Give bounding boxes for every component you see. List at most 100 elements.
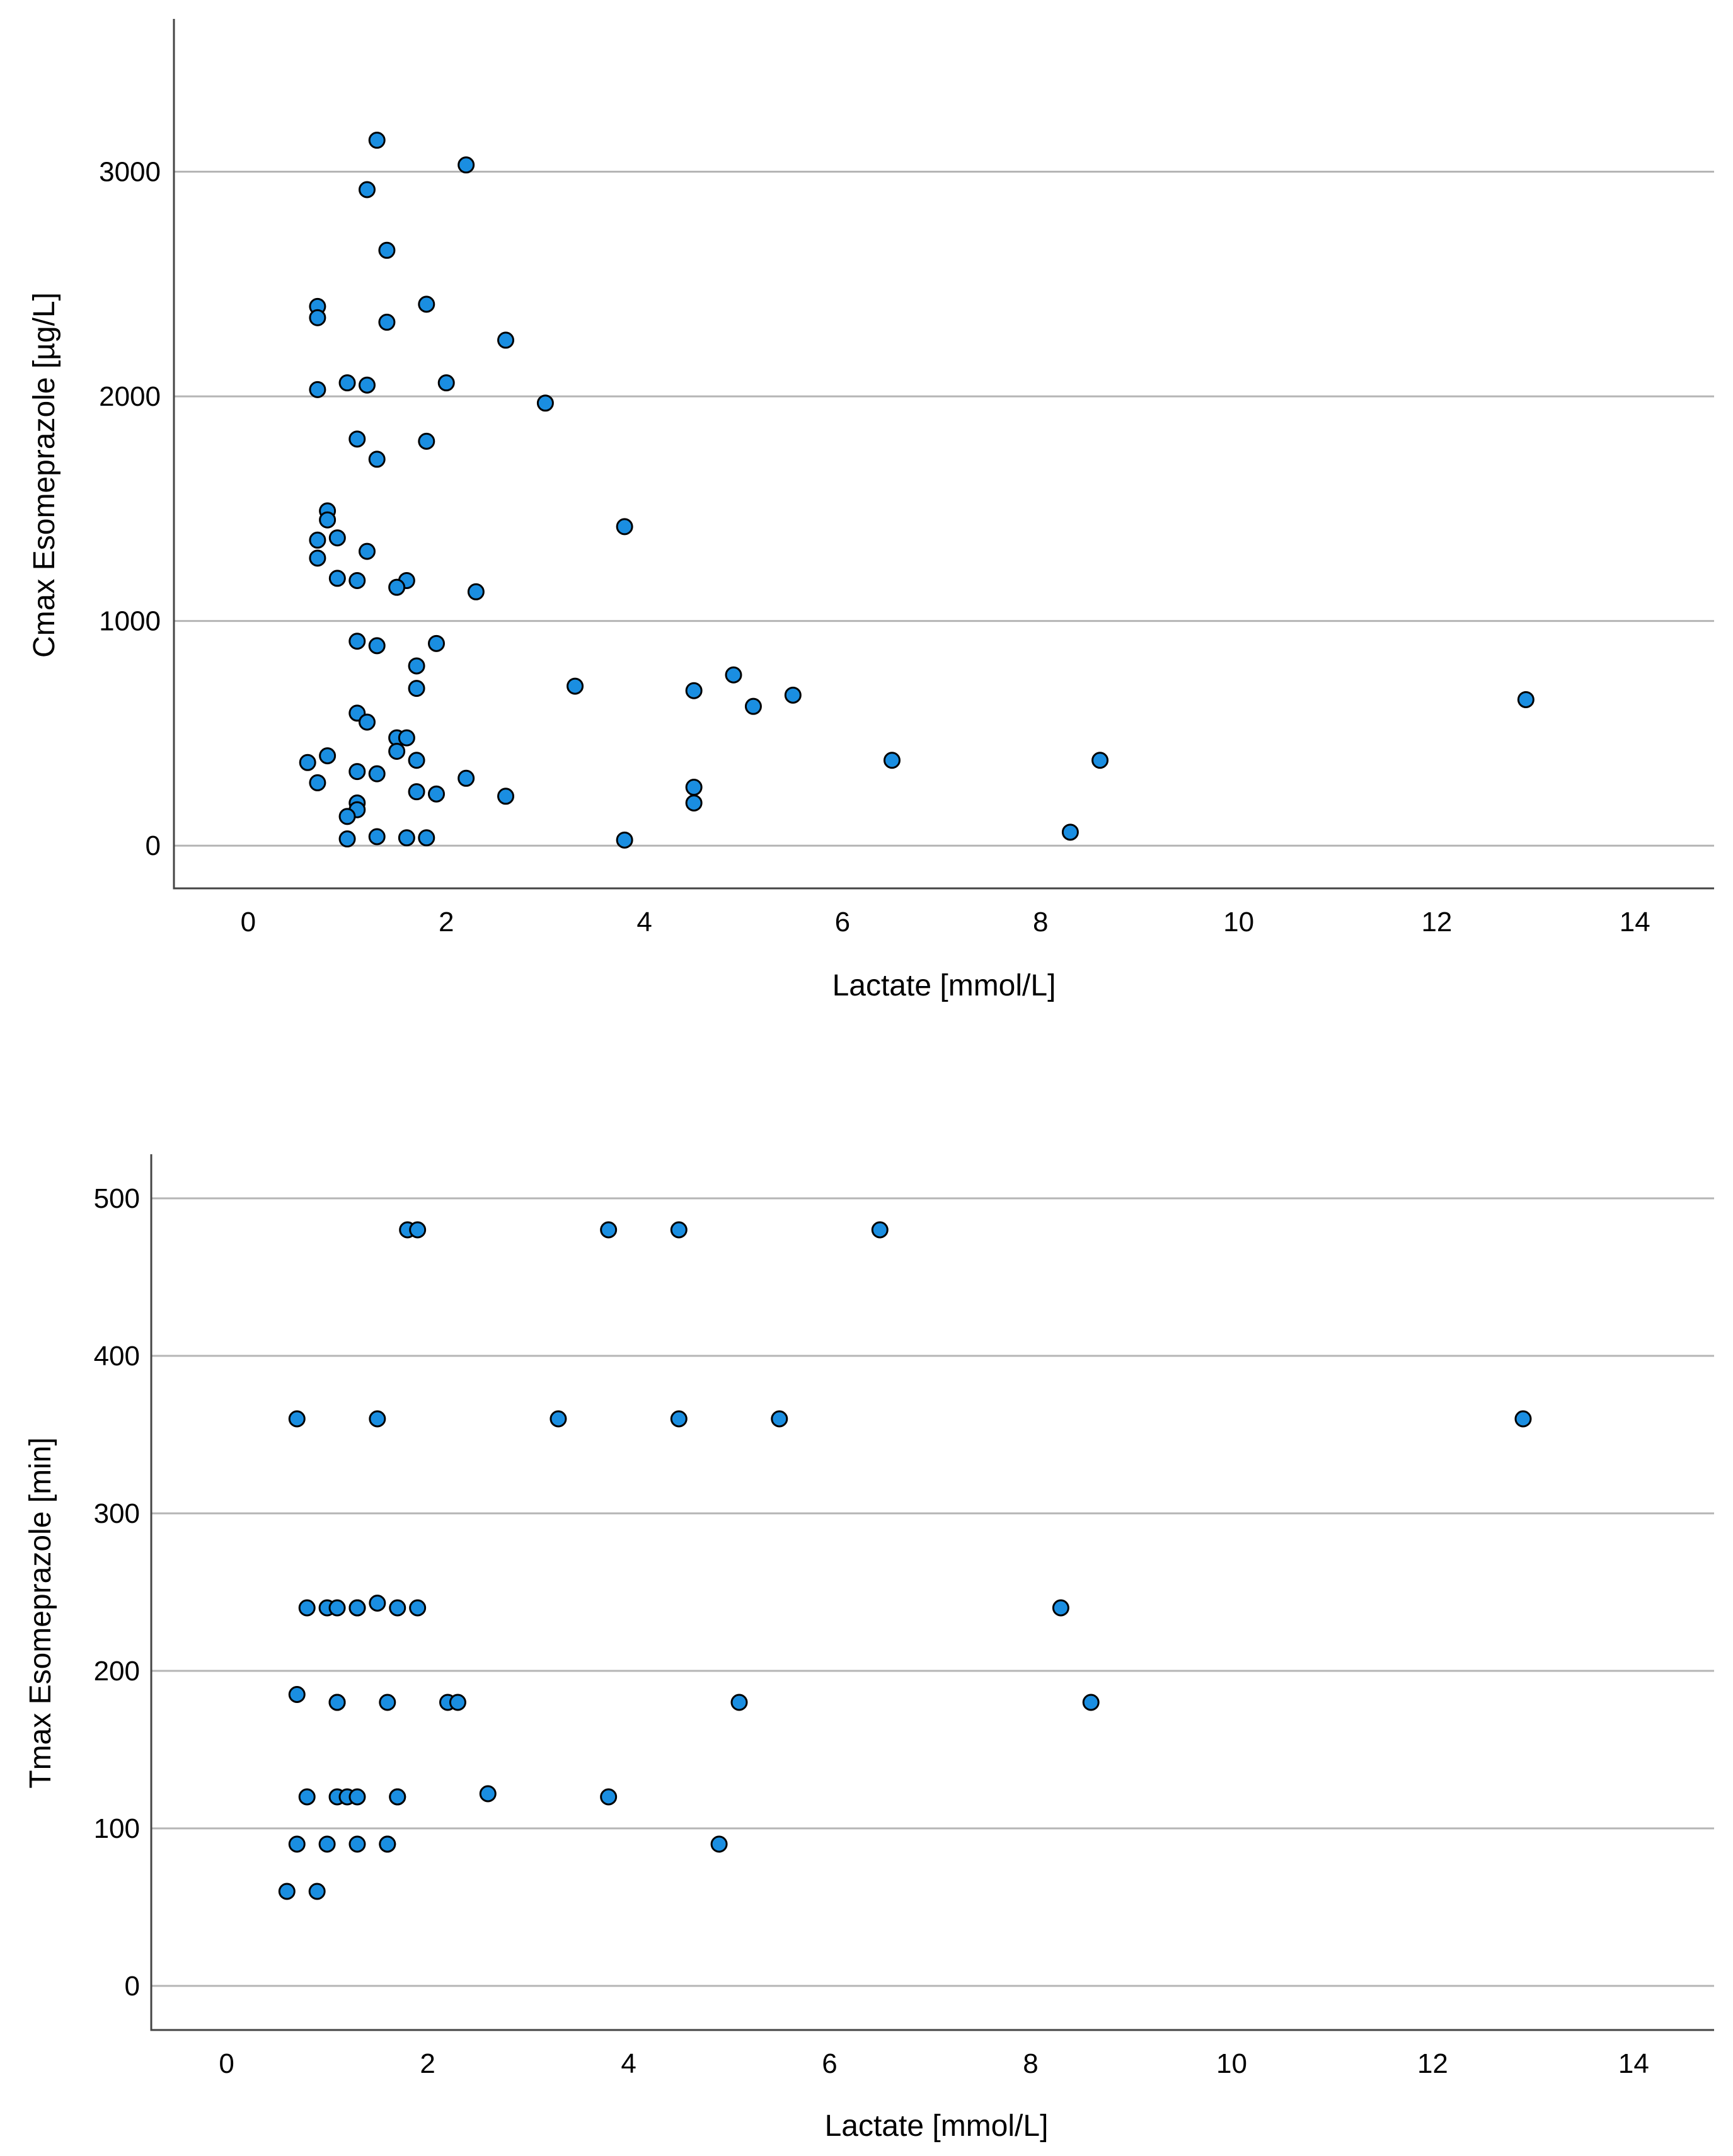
cmax-data-point <box>685 794 703 811</box>
cmax-y-tick-label: 2000 <box>99 381 161 412</box>
cmax-x-tick-label: 4 <box>636 907 652 938</box>
tmax-data-point <box>600 1221 618 1239</box>
tmax-x-tick-label: 14 <box>1618 2048 1649 2079</box>
cmax-data-point <box>368 828 386 846</box>
cmax-data-point <box>338 808 356 825</box>
cmax-data-point <box>418 829 435 847</box>
cmax-data-point <box>319 511 337 529</box>
cmax-data-point <box>338 830 356 848</box>
cmax-data-point <box>358 542 376 560</box>
cmax-x-tick-label: 8 <box>1033 907 1048 938</box>
tmax-data-point <box>389 1599 406 1617</box>
tmax-data-point <box>670 1410 688 1428</box>
tmax-x-tick-label: 12 <box>1417 2048 1448 2079</box>
cmax-data-point <box>458 156 475 174</box>
tmax-data-point <box>318 1835 336 1853</box>
cmax-data-point <box>408 783 425 801</box>
cmax-data-point <box>497 331 515 349</box>
cmax-data-point <box>428 785 446 803</box>
tmax-x-tick-label: 0 <box>219 2048 234 2079</box>
cmax-data-point <box>358 713 376 731</box>
cmax-y-tick-label: 0 <box>146 830 161 861</box>
tmax-data-point <box>298 1599 316 1617</box>
tmax-data-point <box>670 1221 688 1239</box>
tmax-data-point <box>379 1694 396 1711</box>
cmax-y-tick-label: 1000 <box>99 606 161 637</box>
cmax-data-point <box>378 313 396 331</box>
cmax-data-point <box>536 394 554 412</box>
cmax-data-point <box>428 634 446 652</box>
tmax-data-point <box>328 1599 346 1617</box>
tmax-axis-frame <box>150 1154 1714 2031</box>
cmax-data-point <box>368 450 386 468</box>
cmax-x-tick-label: 12 <box>1421 907 1452 938</box>
cmax-data-point <box>408 680 425 697</box>
tmax-data-point <box>730 1694 748 1711</box>
cmax-data-point <box>388 578 406 596</box>
cmax-data-point <box>467 583 485 600</box>
tmax-data-point <box>449 1694 466 1711</box>
cmax-data-point <box>437 374 455 392</box>
cmax-data-point <box>338 374 356 392</box>
tmax-data-point <box>288 1686 306 1703</box>
tmax-data-point <box>278 1883 296 1900</box>
cmax-data-point <box>497 788 515 805</box>
tmax-data-point <box>288 1835 306 1853</box>
tmax-x-tick-label: 8 <box>1023 2048 1038 2079</box>
cmax-data-point <box>398 729 415 747</box>
tmax-y-tick-label: 100 <box>94 1813 140 1844</box>
cmax-data-point <box>309 549 326 567</box>
tmax-data-point <box>710 1835 728 1853</box>
cmax-data-point <box>883 752 901 769</box>
tmax-y-tick-label: 300 <box>94 1498 140 1529</box>
tmax-data-point <box>348 1835 366 1853</box>
tmax-y-tick-label: 400 <box>94 1341 140 1372</box>
cmax-x-tick-label: 14 <box>1620 907 1650 938</box>
cmax-data-point <box>348 571 366 589</box>
tmax-data-point <box>409 1221 427 1239</box>
cmax-data-point <box>744 697 762 715</box>
cmax-data-point <box>1517 691 1534 708</box>
cmax-x-axis-title: Lactate [mmol/L] <box>832 969 1056 1002</box>
tmax-data-point <box>328 1694 346 1711</box>
cmax-data-point <box>368 637 386 655</box>
tmax-data-point <box>379 1835 396 1853</box>
tmax-x-axis-title: Lactate [mmol/L] <box>825 2109 1049 2143</box>
cmax-data-point <box>418 295 435 313</box>
cmax-data-point <box>328 570 346 587</box>
cmax-scatter-chart: 0 1000 2000 3000 0 2 4 6 8 10 12 14 Lactate [mmol/L… <box>28 19 1714 1002</box>
tmax-data-point <box>1514 1410 1532 1428</box>
cmax-data-point <box>616 831 633 849</box>
tmax-x-tick-label: 2 <box>420 2048 435 2079</box>
cmax-data-point <box>328 529 346 547</box>
cmax-data-point <box>616 518 633 536</box>
cmax-data-point <box>348 633 366 650</box>
cmax-x-tick-label: 6 <box>835 907 850 938</box>
cmax-data-point <box>309 531 326 549</box>
cmax-data-point <box>458 769 475 787</box>
tmax-data-point <box>1052 1599 1069 1617</box>
cmax-y-axis-title: Cmax Esomeprazole [µg/L] <box>28 292 61 658</box>
tmax-data-point <box>1082 1694 1100 1711</box>
cmax-data-point <box>685 779 703 796</box>
tmax-data-point <box>871 1221 889 1239</box>
cmax-data-point <box>567 677 584 695</box>
tmax-data-point <box>288 1410 306 1428</box>
cmax-data-point <box>725 666 742 684</box>
tmax-data-point <box>409 1599 427 1617</box>
tmax-x-tick-label: 6 <box>822 2048 837 2079</box>
cmax-data-point <box>309 774 326 791</box>
tmax-data-point <box>348 1788 366 1806</box>
tmax-data-point <box>369 1410 386 1428</box>
cmax-data-point <box>368 765 386 783</box>
cmax-data-point <box>319 747 337 765</box>
cmax-x-tick-label: 10 <box>1223 907 1254 938</box>
tmax-y-axis-title: Tmax Esomeprazole [min] <box>24 1437 57 1789</box>
cmax-data-point <box>408 657 425 675</box>
cmax-y-tick-label: 3000 <box>99 156 161 187</box>
cmax-data-point <box>309 381 326 398</box>
tmax-data-point <box>369 1595 386 1612</box>
cmax-data-point <box>348 763 366 781</box>
tmax-data-point <box>389 1788 406 1806</box>
